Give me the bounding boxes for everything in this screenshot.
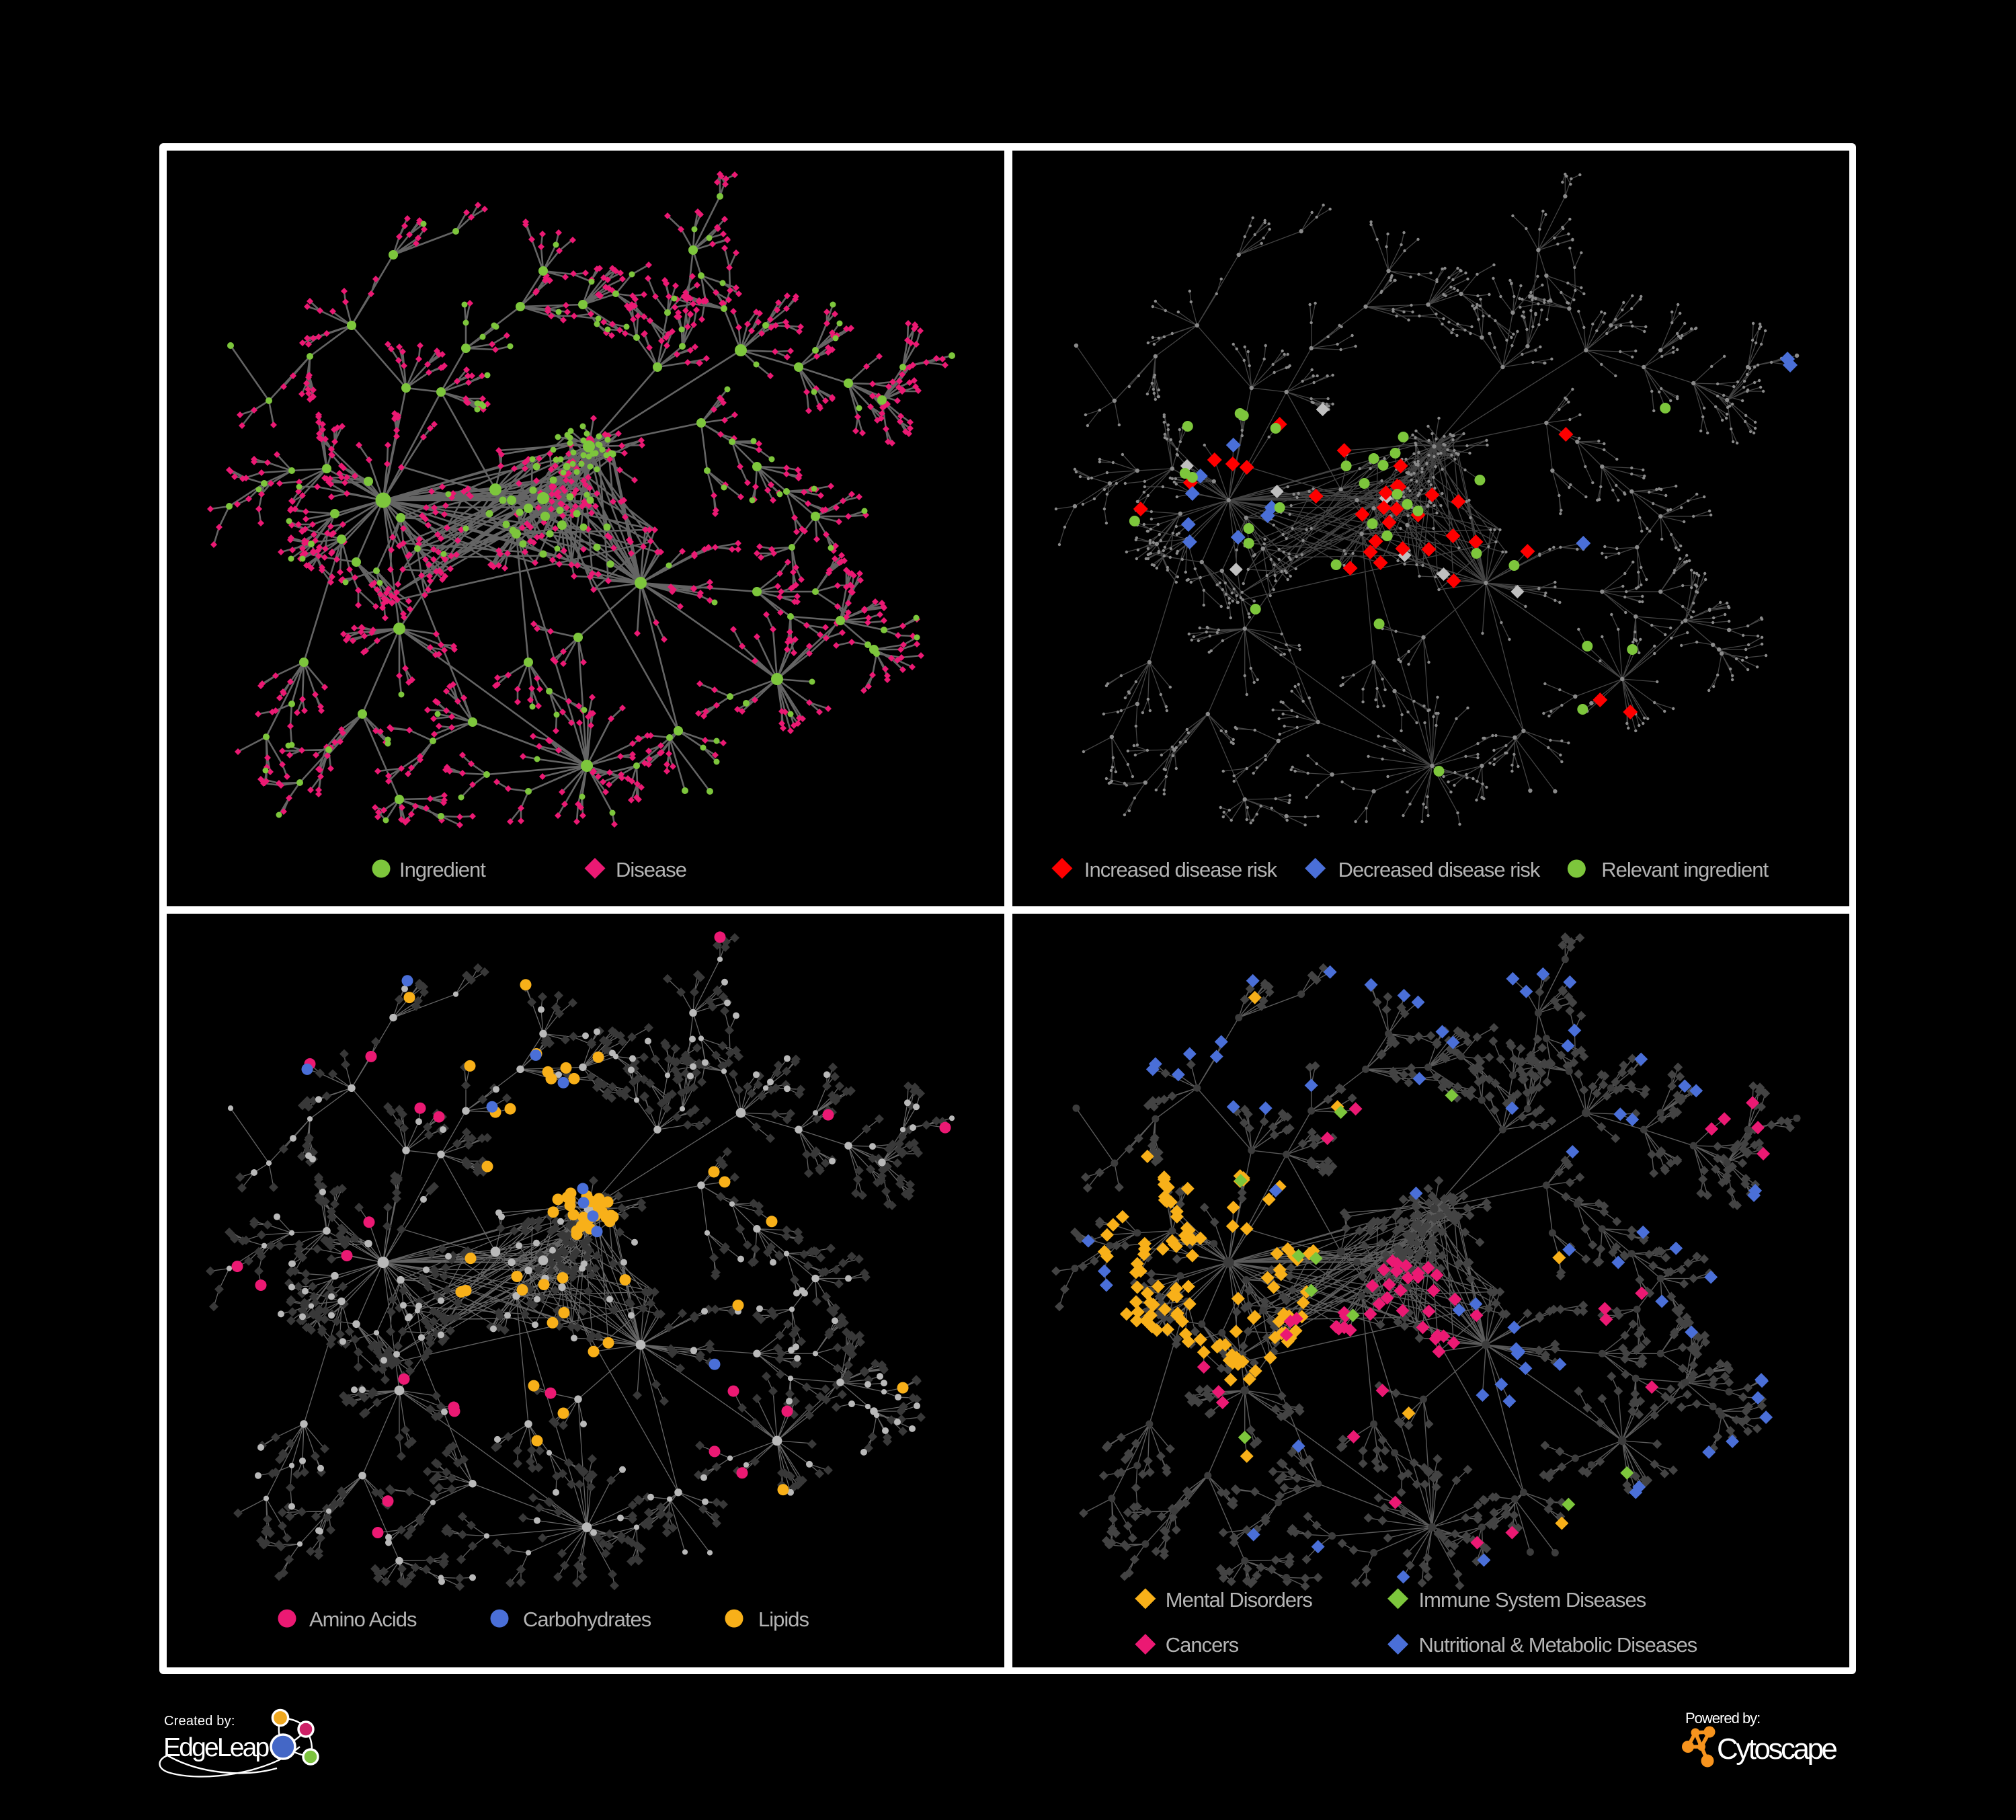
svg-text:EdgeLeap: EdgeLeap [163, 1733, 270, 1762]
svg-text:Increased disease risk: Increased disease risk [1084, 858, 1278, 881]
svg-text:Created by:: Created by: [164, 1714, 235, 1729]
svg-text:Cancers: Cancers [1166, 1633, 1239, 1657]
svg-text:Cytoscape: Cytoscape [1717, 1733, 1837, 1766]
svg-text:Ingredient: Ingredient [399, 858, 486, 881]
svg-text:Decreased disease risk: Decreased disease risk [1338, 858, 1541, 881]
svg-text:Relevant ingredient: Relevant ingredient [1601, 858, 1769, 881]
svg-text:Lipids: Lipids [758, 1608, 809, 1631]
svg-text:Immune System Diseases: Immune System Diseases [1419, 1588, 1646, 1612]
svg-text:Powered by:: Powered by: [1685, 1710, 1760, 1727]
svg-text:Mental Disorders: Mental Disorders [1166, 1588, 1313, 1612]
svg-text:Nutritional & Metabolic Diseas: Nutritional & Metabolic Diseases [1419, 1633, 1697, 1657]
svg-text:Carbohydrates: Carbohydrates [523, 1608, 651, 1631]
svg-text:Disease: Disease [616, 858, 686, 881]
svg-text:Amino Acids: Amino Acids [309, 1608, 417, 1631]
